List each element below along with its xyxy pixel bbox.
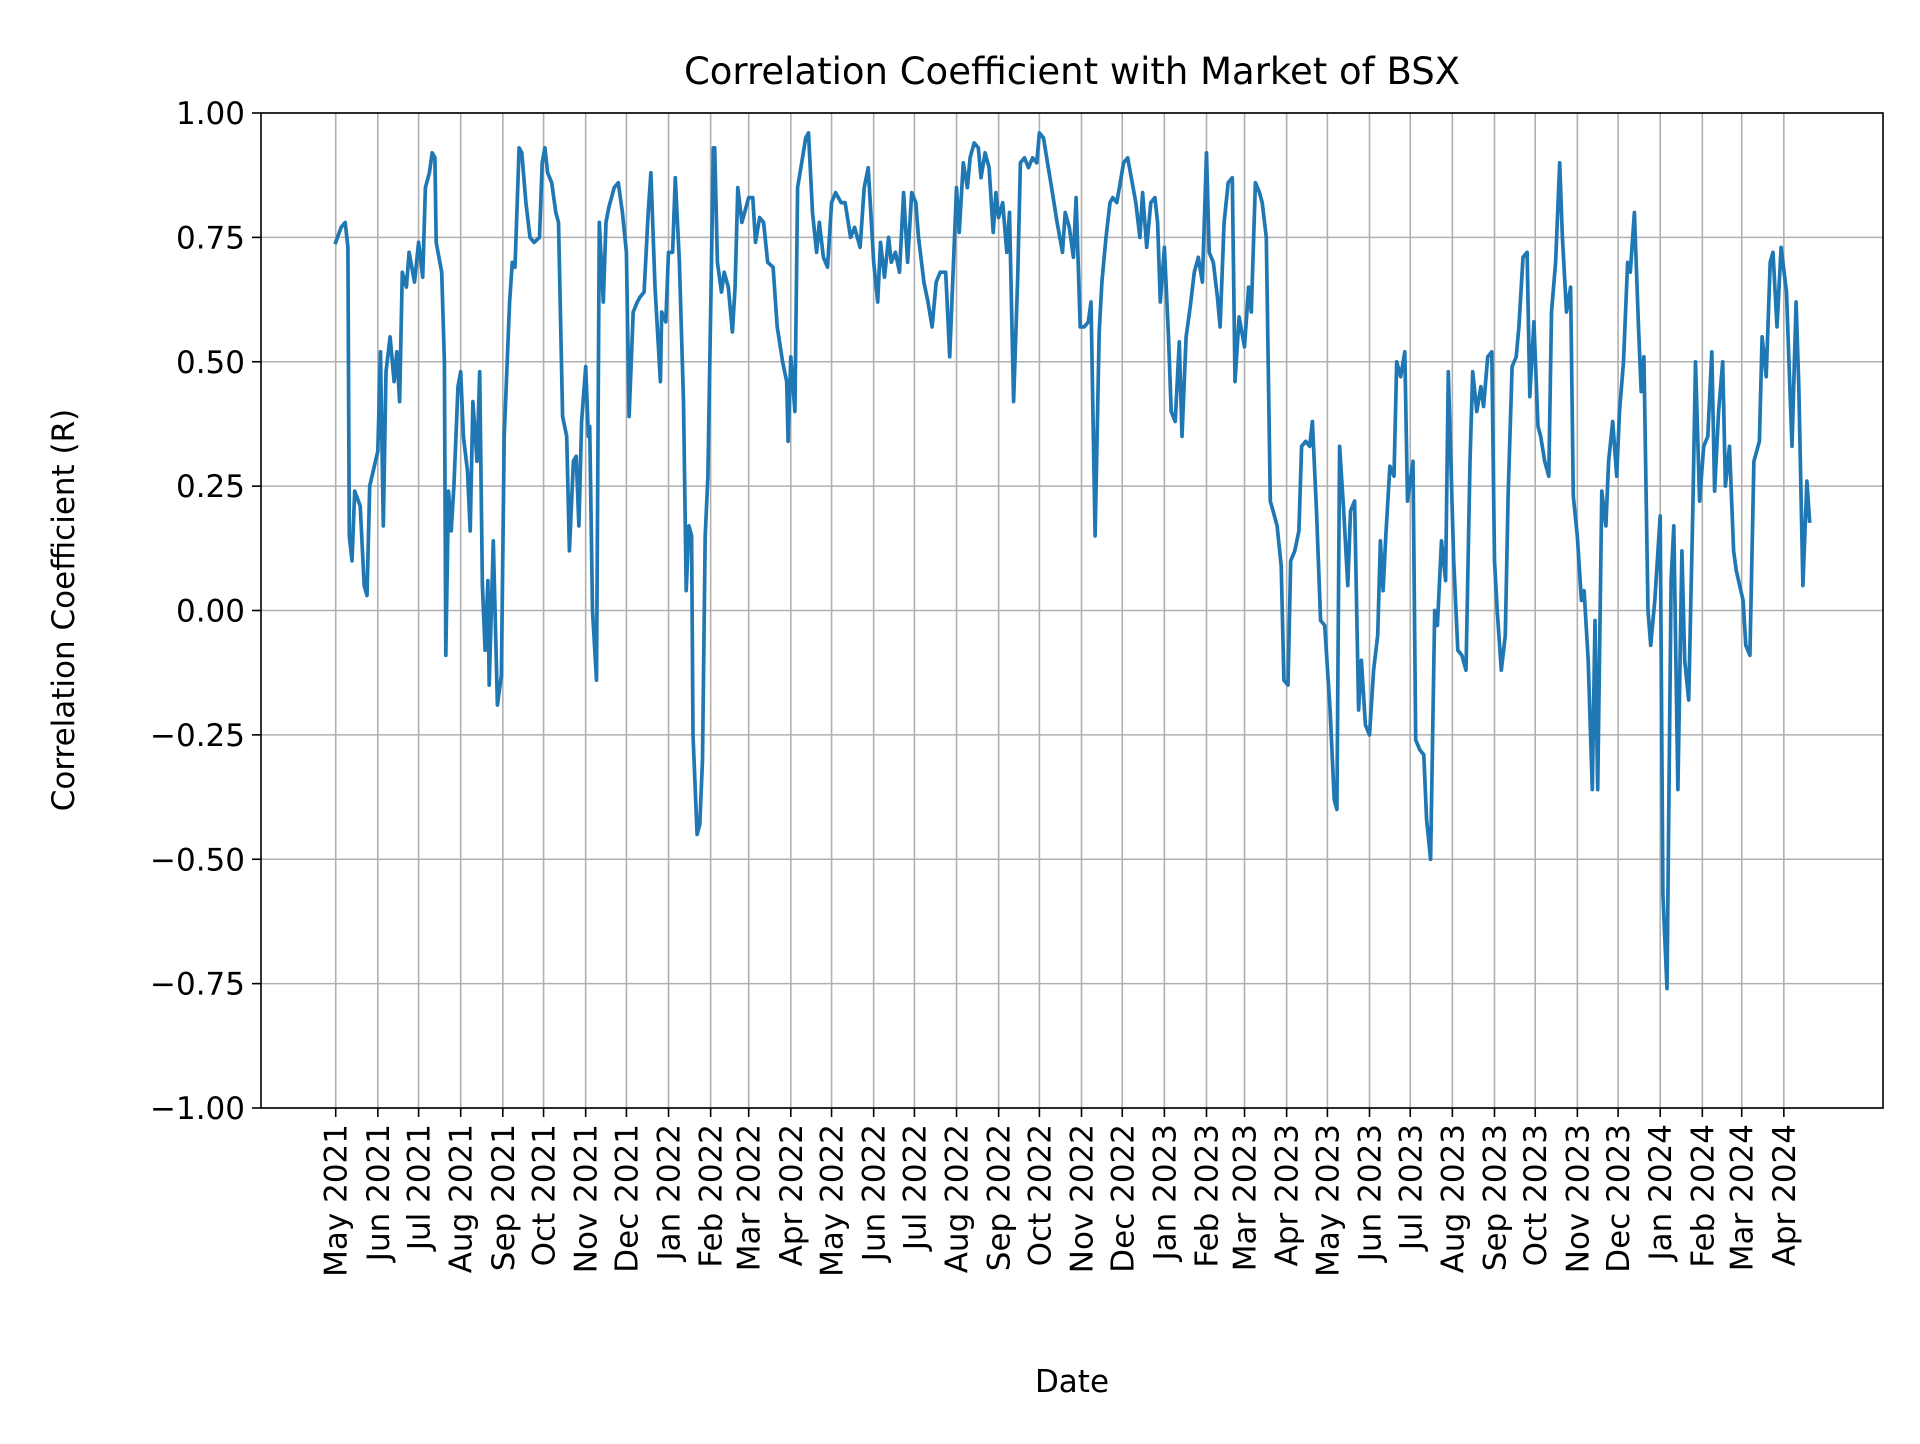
y-tick-label: 1.00 [176,96,245,132]
x-tick-label: Oct 2021 [527,1124,563,1266]
x-tick-label: Aug 2022 [940,1124,976,1273]
y-tick-label: −1.00 [150,1091,245,1127]
x-tick-label: Aug 2023 [1435,1124,1471,1273]
x-tick-label: Dec 2022 [1105,1124,1141,1273]
x-tick-label: Sep 2021 [486,1124,522,1271]
x-tick-label: Sep 2023 [1477,1124,1513,1271]
x-tick-label: Feb 2023 [1189,1124,1225,1268]
chart-title: Correlation Coefficient with Market of B… [684,50,1460,93]
x-tick-label: May 2023 [1310,1124,1346,1277]
x-tick-label: Feb 2024 [1685,1124,1721,1268]
x-tick-label: Jan 2024 [1643,1124,1679,1263]
y-tick-label: 0.75 [176,220,245,256]
y-axis-label: Correlation Coefficient (R) [46,409,82,812]
x-tick-label: Mar 2024 [1725,1124,1761,1271]
x-tick-label: Nov 2023 [1560,1124,1596,1273]
x-tick-label: Jan 2022 [652,1124,688,1263]
x-tick-label: Oct 2023 [1518,1124,1554,1266]
x-tick-label: Sep 2022 [982,1124,1018,1271]
x-tick-label: Mar 2022 [732,1124,768,1271]
x-tick-label: Apr 2022 [774,1124,810,1266]
y-tick-label: −0.50 [150,842,245,878]
x-tick-label: Jun 2022 [857,1124,893,1263]
x-tick-label: Jul 2022 [897,1124,933,1252]
y-tick-label: −0.75 [150,967,245,1003]
y-tick-label: −0.25 [150,718,245,754]
x-tick-label: Dec 2023 [1601,1124,1637,1273]
y-tick-label: 0.25 [176,469,245,505]
x-axis-ticks: May 2021 Jun 2021 Jul 2021 Aug 2021 Sep 2021… [319,1108,1803,1277]
x-tick-label: Apr 2024 [1767,1124,1803,1266]
x-tick-label: May 2022 [815,1124,851,1277]
x-tick-label: May 2021 [319,1124,355,1277]
x-tick-label: Jul 2021 [402,1124,438,1252]
x-tick-label: Feb 2022 [694,1124,730,1268]
y-axis-ticks: −1.00 −0.75 −0.50 −0.25 0.00 0.25 0.50 0.75 1.00 [150,96,261,1127]
x-tick-label: Jan 2023 [1147,1124,1183,1263]
x-tick-label: Dec 2021 [609,1124,645,1273]
plot-area [333,131,1812,991]
x-tick-label: Jun 2021 [361,1124,397,1263]
x-tick-label: Apr 2023 [1270,1124,1306,1266]
x-tick-label: Aug 2021 [444,1124,480,1273]
series-line [333,131,1812,991]
x-tick-label: Mar 2023 [1228,1124,1264,1271]
y-tick-label: 0.50 [176,345,245,381]
x-tick-label: Nov 2022 [1065,1124,1101,1273]
x-tick-label: Jul 2023 [1393,1124,1429,1252]
x-tick-label: Oct 2022 [1022,1124,1058,1266]
x-tick-label: Nov 2021 [569,1124,605,1273]
x-axis-label: Date [1035,1364,1109,1400]
x-tick-label: Jun 2023 [1353,1124,1389,1263]
y-tick-label: 0.00 [176,594,245,630]
